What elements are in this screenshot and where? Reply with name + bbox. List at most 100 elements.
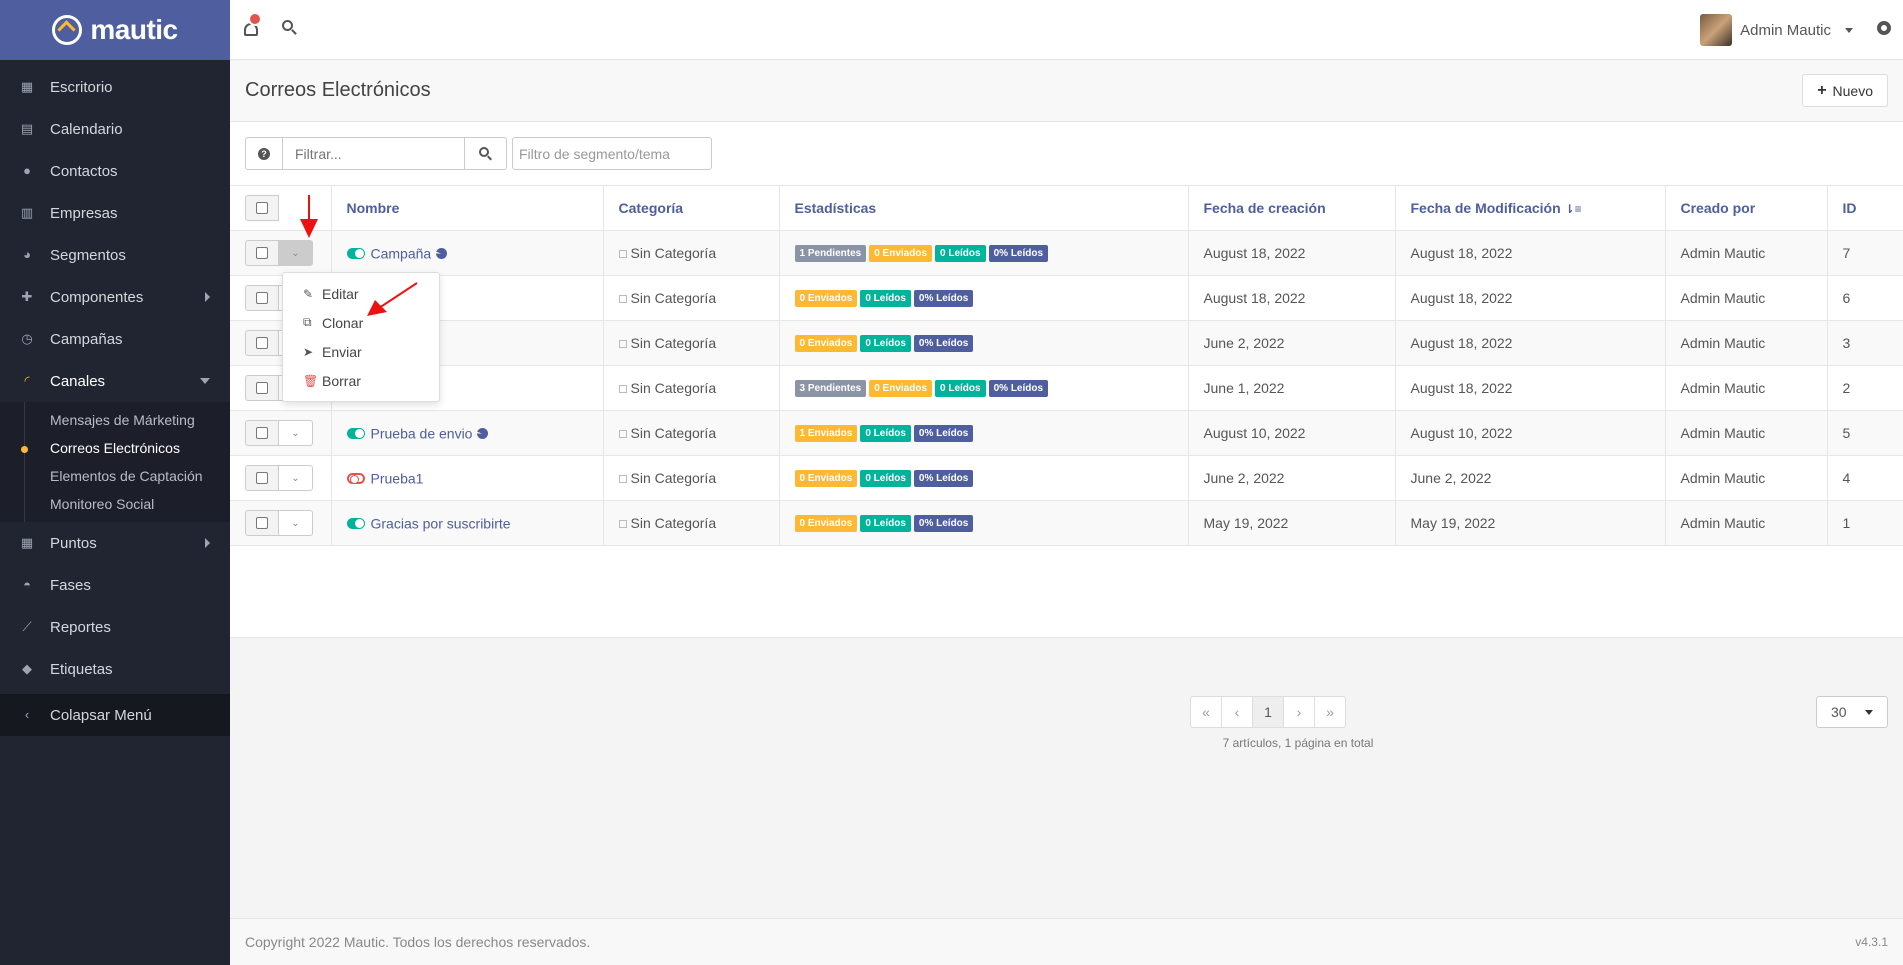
row-checkbox[interactable] [245, 240, 279, 266]
row-actions-toggle[interactable]: ⌄ [279, 240, 313, 266]
select-all-header: ⌄ [230, 185, 332, 231]
sidebar-subitem-monitoreo[interactable]: Monitoreo Social [50, 496, 155, 512]
sidebar-item-escritorio[interactable]: ▦ Escritorio [0, 66, 230, 108]
column-header-created[interactable]: Fecha de creación [1188, 185, 1396, 231]
sidebar-item-reportes[interactable]: ⟋ Reportes [0, 606, 230, 648]
row-actions-cell: ⌄ [230, 230, 332, 276]
category-cell: Sin Categoría [603, 455, 780, 501]
main-nav-lower: ▦ Puntos ◓ Fases ⟋ Reportes ◆ Etiquetas ‹ Col… [0, 522, 230, 736]
row-checkbox[interactable] [245, 420, 279, 446]
help-button[interactable]: ? [245, 137, 283, 170]
calendar-icon: ▤ [20, 121, 34, 136]
brand-name: mautic [90, 14, 178, 45]
category-label: Sin Categoría [630, 245, 717, 261]
name-cell: Prueba1 [331, 455, 604, 501]
sidebar-item-componentes[interactable]: ✚ Componentes [0, 276, 230, 318]
chevron-left-icon: ‹ [24, 707, 30, 722]
checkbox-box [256, 337, 268, 349]
page-header: Correos Electrónicos + Nuevo [230, 61, 1903, 122]
first-page-button[interactable]: « [1190, 696, 1222, 728]
category-color-icon [618, 295, 627, 304]
collapse-menu-button[interactable]: ‹ Colapsar Menú [0, 694, 230, 736]
menu-item-delete[interactable]: 🗑 Borrar [283, 366, 439, 395]
menu-item-send[interactable]: ➤ Enviar [283, 337, 439, 366]
column-header-category[interactable]: Categoría [603, 185, 780, 231]
sidebar-item-empresas[interactable]: ▥ Empresas [0, 192, 230, 234]
menu-item-label: Clonar [322, 314, 364, 331]
published-toggle-icon[interactable] [346, 518, 365, 530]
published-toggle-icon[interactable] [346, 428, 365, 440]
column-header-created-by[interactable]: Creado por [1665, 185, 1828, 231]
sidebar-item-campanas[interactable]: ◷ Campañas [0, 318, 230, 360]
sidebar-item-fases[interactable]: ◓ Fases [0, 564, 230, 606]
next-page-button[interactable]: › [1283, 696, 1315, 728]
email-name-link[interactable]: Prueba de envio [370, 425, 473, 442]
row-checkbox[interactable] [245, 330, 279, 356]
row-checkbox[interactable] [245, 510, 279, 536]
notifications-bell-icon[interactable] [242, 12, 262, 38]
row-actions-toggle[interactable]: ⌄ [279, 510, 313, 536]
segment-filter-select[interactable]: Filtro de segmento/tema [512, 137, 712, 170]
search-icon[interactable] [282, 20, 298, 36]
menu-item-clone[interactable]: ⧉ Clonar [283, 308, 439, 337]
category-cell: Sin Categoría [603, 410, 780, 456]
sidebar-item-label: Fases [50, 576, 91, 594]
search-icon-handle [487, 155, 492, 161]
email-name-link[interactable]: Campaña [370, 245, 432, 262]
stats-cell: 1 Pendientes 0 Enviados 0 Leídos 0% Leídos [779, 230, 1189, 276]
modified-cell: August 10, 2022 [1395, 410, 1666, 456]
stat-badge: 0 Enviados [869, 244, 933, 262]
category-color-icon [618, 475, 627, 484]
channels-subnav: Mensajes de Márketing Correos Electrónic… [0, 402, 230, 522]
row-checkbox[interactable] [245, 375, 279, 401]
sidebar-subitem-mensajes[interactable]: Mensajes de Márketing [50, 412, 195, 428]
sidebar-subitem-captacion[interactable]: Elementos de Captación [50, 468, 203, 484]
sidebar-subitem-correos[interactable]: Correos Electrónicos [0, 434, 230, 462]
brand-logo[interactable]: mautic [0, 0, 230, 60]
pie-chart-icon: ◕ [23, 247, 31, 262]
select-all-checkbox[interactable] [245, 195, 279, 221]
column-header-id[interactable]: ID [1827, 185, 1903, 231]
sidebar-item-etiquetas[interactable]: ◆ Etiquetas [0, 648, 230, 690]
trash-icon: 🗑 [303, 373, 319, 388]
stat-badge: 0 Enviados [869, 379, 933, 397]
sidebar-item-puntos[interactable]: ▦ Puntos [0, 522, 230, 564]
last-page-button[interactable]: » [1314, 696, 1346, 728]
category-cell: Sin Categoría [603, 320, 780, 366]
row-checkbox[interactable] [245, 285, 279, 311]
gear-icon[interactable] [1877, 21, 1891, 35]
sidebar-item-calendario[interactable]: ▤ Calendario [0, 108, 230, 150]
page-limit-select[interactable]: 30 [1816, 696, 1888, 728]
stat-badge: 0% Leídos [988, 244, 1049, 262]
new-email-button[interactable]: + Nuevo [1802, 74, 1888, 107]
sidebar-item-contactos[interactable]: ● Contactos [0, 150, 230, 192]
prev-page-button[interactable]: ‹ [1221, 696, 1253, 728]
created-cell: August 10, 2022 [1188, 410, 1396, 456]
user-name: Admin Mautic [1740, 21, 1831, 39]
stat-badge: 0 Leídos [860, 424, 911, 442]
name-cell: Gracias por suscribirte [331, 500, 604, 546]
email-name-link[interactable]: Prueba1 [370, 470, 424, 487]
menu-item-edit[interactable]: ✎ Editar [283, 279, 439, 308]
search-button[interactable] [465, 137, 507, 170]
published-toggle-icon[interactable] [346, 473, 365, 485]
stat-badge: 0 Leídos [935, 244, 986, 262]
page-1-button[interactable]: 1 [1252, 696, 1284, 728]
sidebar-item-canales[interactable]: ◜ Canales [0, 360, 230, 402]
pagination: « ‹ 1 › » [1190, 696, 1346, 728]
id-cell: 3 [1827, 320, 1903, 366]
published-toggle-icon[interactable] [346, 248, 365, 260]
row-actions-toggle[interactable]: ⌄ [279, 465, 313, 491]
menu-item-label: Borrar [322, 372, 361, 389]
search-input[interactable] [283, 137, 465, 170]
question-icon: ? [258, 147, 270, 160]
row-actions-toggle[interactable]: ⌄ [279, 420, 313, 446]
column-header-modified[interactable]: Fecha de Modificación ⇂≡ [1395, 185, 1666, 231]
sidebar-item-segmentos[interactable]: ◕ Segmentos [0, 234, 230, 276]
id-cell: 5 [1827, 410, 1903, 456]
user-menu[interactable]: Admin Mautic [1700, 14, 1853, 46]
email-name-link[interactable]: Gracias por suscribirte [370, 515, 511, 532]
tachometer-icon: ◓ [23, 577, 31, 592]
row-checkbox[interactable] [245, 465, 279, 491]
column-header-name[interactable]: Nombre [331, 185, 604, 231]
